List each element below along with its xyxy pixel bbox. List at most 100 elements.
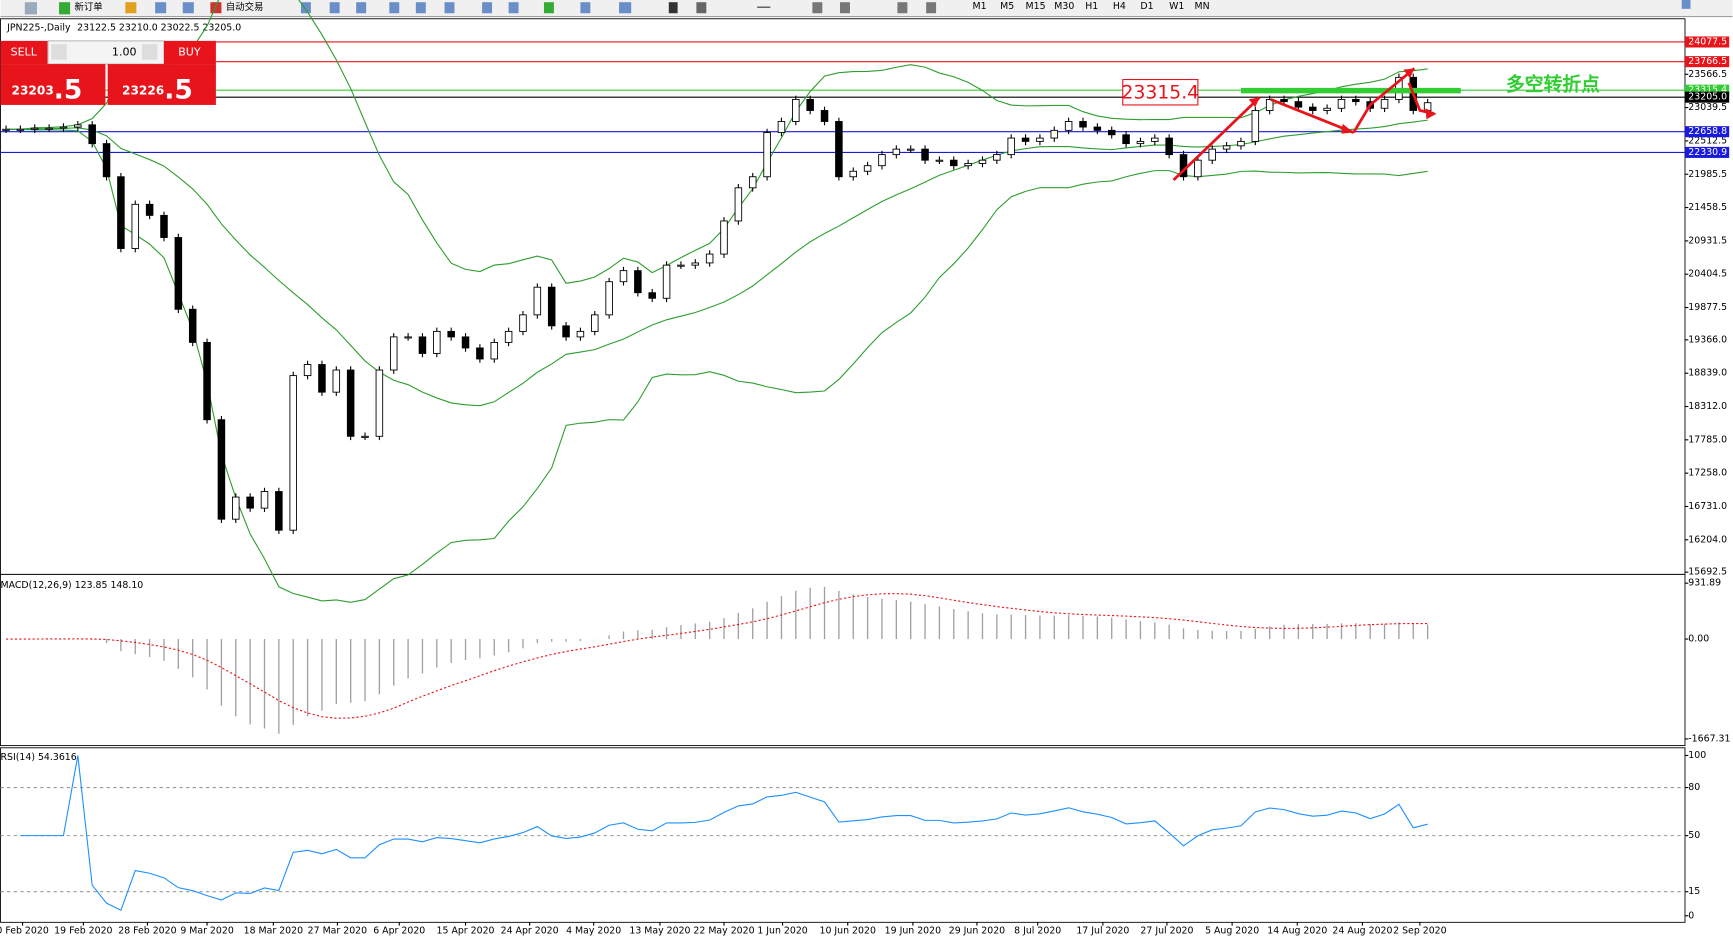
candle-body: [993, 154, 1001, 161]
sell-price[interactable]: 23203.5: [12, 74, 83, 105]
new-order-button[interactable]: 新订单: [75, 1, 103, 13]
candle-body: [720, 220, 728, 255]
candle-body: [921, 148, 929, 161]
icon[interactable]: [24, 2, 37, 15]
buy-price[interactable]: 23226.5: [122, 74, 193, 105]
icon[interactable]: [1681, 0, 1691, 9]
candle-body: [1294, 101, 1303, 108]
candle-body: [691, 262, 700, 266]
y-tick-label: 16204.0: [1688, 534, 1727, 545]
arrow: [1352, 67, 1416, 134]
sell-label[interactable]: SELL: [11, 45, 38, 58]
timeframe-button[interactable]: M30: [1054, 1, 1074, 12]
candle-body: [1107, 129, 1116, 136]
candle-body: [935, 159, 944, 162]
x-tick-label: 24 Apr 2020: [501, 926, 559, 937]
icon[interactable]: [926, 2, 937, 14]
candle-body: [1337, 98, 1346, 109]
sell-price-main: 23203: [12, 83, 54, 97]
icon[interactable]: [696, 2, 707, 14]
candle-body: [763, 132, 771, 178]
icon[interactable]: [444, 2, 455, 14]
icon[interactable]: [356, 2, 367, 14]
candle-body: [418, 336, 427, 354]
icon[interactable]: [125, 2, 137, 14]
timeframe-button[interactable]: H4: [1113, 1, 1126, 12]
toolbar-icons: [24, 2, 937, 15]
level-tag: [1684, 91, 1730, 103]
price-box: [1122, 78, 1199, 106]
icon[interactable]: [482, 2, 493, 14]
y-tick-label: 50: [1688, 830, 1700, 841]
x-tick-label: 17 Jul 2020: [1076, 926, 1129, 937]
lots-down[interactable]: [51, 44, 67, 60]
sell-button[interactable]: [0, 40, 49, 65]
x-tick-label: 28 Feb 2020: [118, 926, 176, 937]
candle-body: [1222, 145, 1231, 150]
candle-body: [346, 369, 355, 437]
buy-button[interactable]: [163, 40, 216, 65]
y-tick-label: 21458.5: [1688, 202, 1727, 213]
candle-body: [188, 308, 197, 343]
timeframe-button[interactable]: W1: [1169, 1, 1184, 12]
x-tick-label: 1 Jun 2020: [757, 926, 807, 937]
icon[interactable]: [59, 2, 71, 15]
timeframe-button[interactable]: MN: [1195, 1, 1210, 12]
icon[interactable]: [300, 2, 311, 14]
level-tag: [1684, 36, 1730, 48]
x-tick-label: 27 Mar 2020: [308, 926, 367, 937]
timeframe-button[interactable]: D1: [1140, 1, 1153, 12]
candle-body: [547, 286, 556, 327]
y-tick-label: 17258.0: [1688, 468, 1727, 479]
x-tick-label: 27 Jul 2020: [1140, 926, 1193, 937]
icon[interactable]: [210, 2, 222, 14]
candle-body: [878, 154, 886, 167]
icon[interactable]: [619, 2, 632, 14]
icon[interactable]: [543, 2, 554, 14]
timeframe-button[interactable]: M15: [1026, 1, 1046, 12]
icon[interactable]: [182, 2, 194, 14]
y-tick-label: 15692.5: [1688, 567, 1727, 578]
candle-body: [1308, 106, 1317, 111]
x-tick-label: 10 Jun 2020: [820, 926, 876, 937]
candle-body: [950, 159, 958, 167]
timeframe-button[interactable]: M5: [1000, 1, 1014, 12]
x-tick-label: 14 Aug 2020: [1267, 926, 1327, 937]
buy-price-box[interactable]: [107, 64, 216, 105]
icon[interactable]: [389, 2, 400, 14]
candle-body: [203, 341, 211, 421]
candle-body: [562, 325, 570, 338]
buy-label[interactable]: BUY: [178, 45, 201, 58]
level-tag: [1684, 84, 1730, 96]
candle-body: [504, 330, 513, 343]
timeframe-button[interactable]: H1: [1085, 1, 1098, 12]
sell-price-big: .5: [54, 74, 83, 105]
sell-price-box[interactable]: [0, 64, 106, 105]
candle-body: [303, 364, 312, 377]
candle-body: [260, 491, 269, 509]
icon[interactable]: [839, 2, 850, 14]
icon[interactable]: [897, 2, 908, 14]
icon[interactable]: [757, 6, 771, 8]
buy-price-main: 23226: [122, 83, 164, 97]
icon[interactable]: [580, 2, 591, 14]
candle-body: [1122, 134, 1130, 145]
candle-body: [461, 336, 470, 349]
icon[interactable]: [415, 2, 426, 14]
icon[interactable]: [812, 2, 823, 14]
auto-trade-button[interactable]: 自动交易: [226, 1, 264, 13]
icon[interactable]: [155, 2, 167, 14]
arrow: [1172, 96, 1261, 182]
timeframe-button[interactable]: M1: [973, 1, 987, 12]
chart-frame: [0, 18, 1686, 747]
icon[interactable]: [668, 2, 678, 14]
icon[interactable]: [329, 2, 340, 14]
candle-body: [1093, 126, 1102, 131]
candle-body: [246, 496, 254, 509]
lots-value[interactable]: 1.00: [112, 45, 137, 58]
icon[interactable]: [508, 2, 519, 14]
rsi-title: RSI(14) 54.3616: [1, 752, 77, 763]
x-tick-label: 4 May 2020: [566, 926, 621, 937]
lots-up[interactable]: [141, 44, 158, 60]
